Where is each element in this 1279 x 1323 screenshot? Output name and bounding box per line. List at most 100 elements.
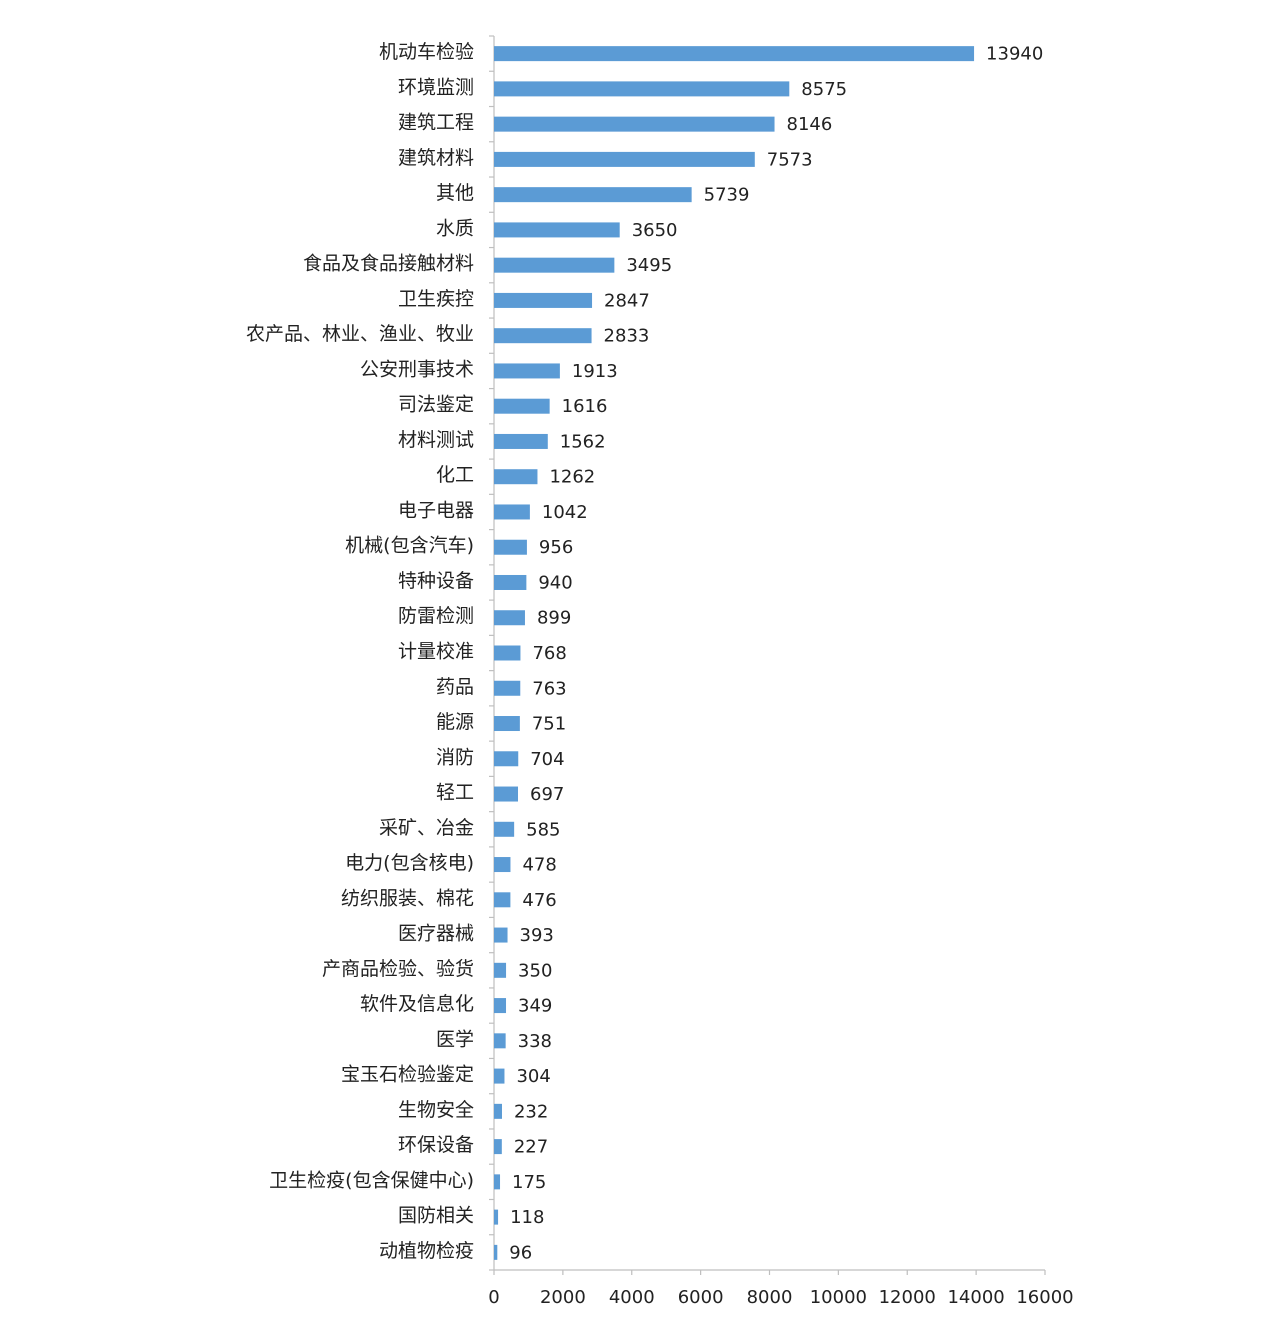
y-tick-label: 采矿、冶金: [379, 817, 474, 839]
value-label: 1913: [572, 361, 618, 382]
value-label: 8146: [787, 114, 833, 135]
value-label: 1616: [562, 396, 608, 417]
value-label: 1042: [542, 502, 588, 523]
y-tick-label: 机动车检验: [379, 41, 474, 63]
x-tick-label: 8000: [747, 1287, 793, 1308]
y-tick-label: 机械(包含汽车): [345, 535, 474, 557]
y-tick-label: 卫生检疫(包含保健中心): [269, 1169, 474, 1191]
bar: [494, 892, 511, 908]
y-tick-label: 药品: [436, 676, 474, 698]
value-label: 3495: [626, 255, 672, 276]
value-label: 349: [518, 996, 552, 1017]
x-tick-label: 6000: [678, 1287, 724, 1308]
value-label: 956: [539, 537, 573, 558]
bar: [494, 927, 508, 943]
bar: [494, 116, 775, 132]
bar: [494, 1209, 499, 1225]
value-label: 697: [530, 784, 564, 805]
y-tick-label: 公安刑事技术: [360, 358, 474, 380]
x-tick-label: 12000: [879, 1287, 936, 1308]
value-label: 5739: [704, 185, 750, 206]
value-label: 751: [532, 714, 566, 735]
y-tick-label: 电力(包含核电): [345, 852, 474, 874]
x-tick-label: 10000: [810, 1287, 867, 1308]
bar: [494, 751, 519, 767]
value-label: 350: [518, 960, 552, 981]
bar: [494, 1068, 505, 1084]
y-tick-label: 材料测试: [398, 429, 474, 451]
value-label: 7573: [767, 149, 813, 170]
bar: [494, 1174, 501, 1190]
y-tick-label: 医学: [436, 1028, 474, 1050]
bar: [494, 187, 692, 203]
y-tick-label: 卫生疾控: [398, 288, 474, 310]
y-tick-label: 医疗器械: [398, 923, 474, 945]
bar: [494, 433, 548, 449]
bar: [494, 469, 538, 485]
value-label: 1262: [549, 467, 595, 488]
value-label: 8575: [801, 79, 847, 100]
bar: [494, 857, 511, 873]
value-label: 585: [526, 819, 560, 840]
bar: [494, 962, 507, 978]
y-tick-label: 防雷检测: [398, 605, 474, 627]
value-label: 393: [520, 925, 554, 946]
value-label: 118: [510, 1207, 544, 1228]
y-tick-label: 其他: [436, 182, 474, 204]
bar: [494, 645, 521, 661]
x-tick-label: 14000: [947, 1287, 1004, 1308]
bar: [494, 998, 507, 1014]
x-tick-label: 16000: [1016, 1287, 1073, 1308]
bar: [494, 222, 620, 238]
bar: [494, 81, 790, 97]
bar: [494, 257, 615, 273]
x-tick-label: 2000: [540, 1287, 586, 1308]
x-tick-label: 0: [488, 1287, 499, 1308]
value-label: 232: [514, 1101, 548, 1122]
bar: [494, 610, 525, 626]
value-label: 478: [522, 855, 556, 876]
bar: [494, 292, 593, 308]
x-tick-label: 4000: [609, 1287, 655, 1308]
y-tick-label: 特种设备: [398, 570, 474, 592]
bar: [494, 1139, 502, 1155]
value-label: 96: [509, 1242, 532, 1263]
bar: [494, 716, 520, 732]
value-label: 899: [537, 608, 571, 629]
value-label: 763: [532, 678, 566, 699]
value-label: 338: [518, 1031, 552, 1052]
y-tick-label: 宝玉石检验鉴定: [341, 1064, 474, 1086]
y-tick-label: 轻工: [436, 782, 474, 804]
bar: [494, 821, 515, 837]
value-label: 2833: [604, 326, 650, 347]
bar: [494, 1244, 498, 1260]
value-label: 13940: [986, 44, 1043, 65]
y-tick-label: 纺织服装、棉花: [341, 887, 474, 909]
value-label: 1562: [560, 431, 606, 452]
value-label: 476: [522, 890, 556, 911]
bar: [494, 398, 550, 414]
bar: [494, 1103, 502, 1119]
y-tick-label: 产商品检验、验货: [322, 958, 474, 980]
y-tick-label: 食品及食品接触材料: [303, 253, 474, 275]
bar: [494, 1033, 506, 1049]
bar: [494, 328, 592, 344]
value-label: 227: [514, 1137, 548, 1158]
value-label: 2847: [604, 290, 650, 311]
y-tick-label: 消防: [436, 746, 474, 768]
value-label: 768: [532, 643, 566, 664]
bar: [494, 363, 560, 379]
y-tick-label: 建筑工程: [398, 112, 474, 134]
y-tick-label: 动植物检疫: [379, 1240, 474, 1262]
value-label: 304: [516, 1066, 550, 1087]
value-label: 704: [530, 749, 564, 770]
value-label: 175: [512, 1172, 546, 1193]
y-tick-label: 环保设备: [398, 1134, 474, 1156]
y-tick-label: 生物安全: [398, 1099, 474, 1121]
bar: [494, 786, 519, 802]
bar: [494, 504, 530, 520]
y-tick-label: 电子电器: [398, 499, 474, 521]
y-tick-label: 建筑材料: [398, 147, 474, 169]
y-tick-label: 水质: [436, 217, 474, 239]
